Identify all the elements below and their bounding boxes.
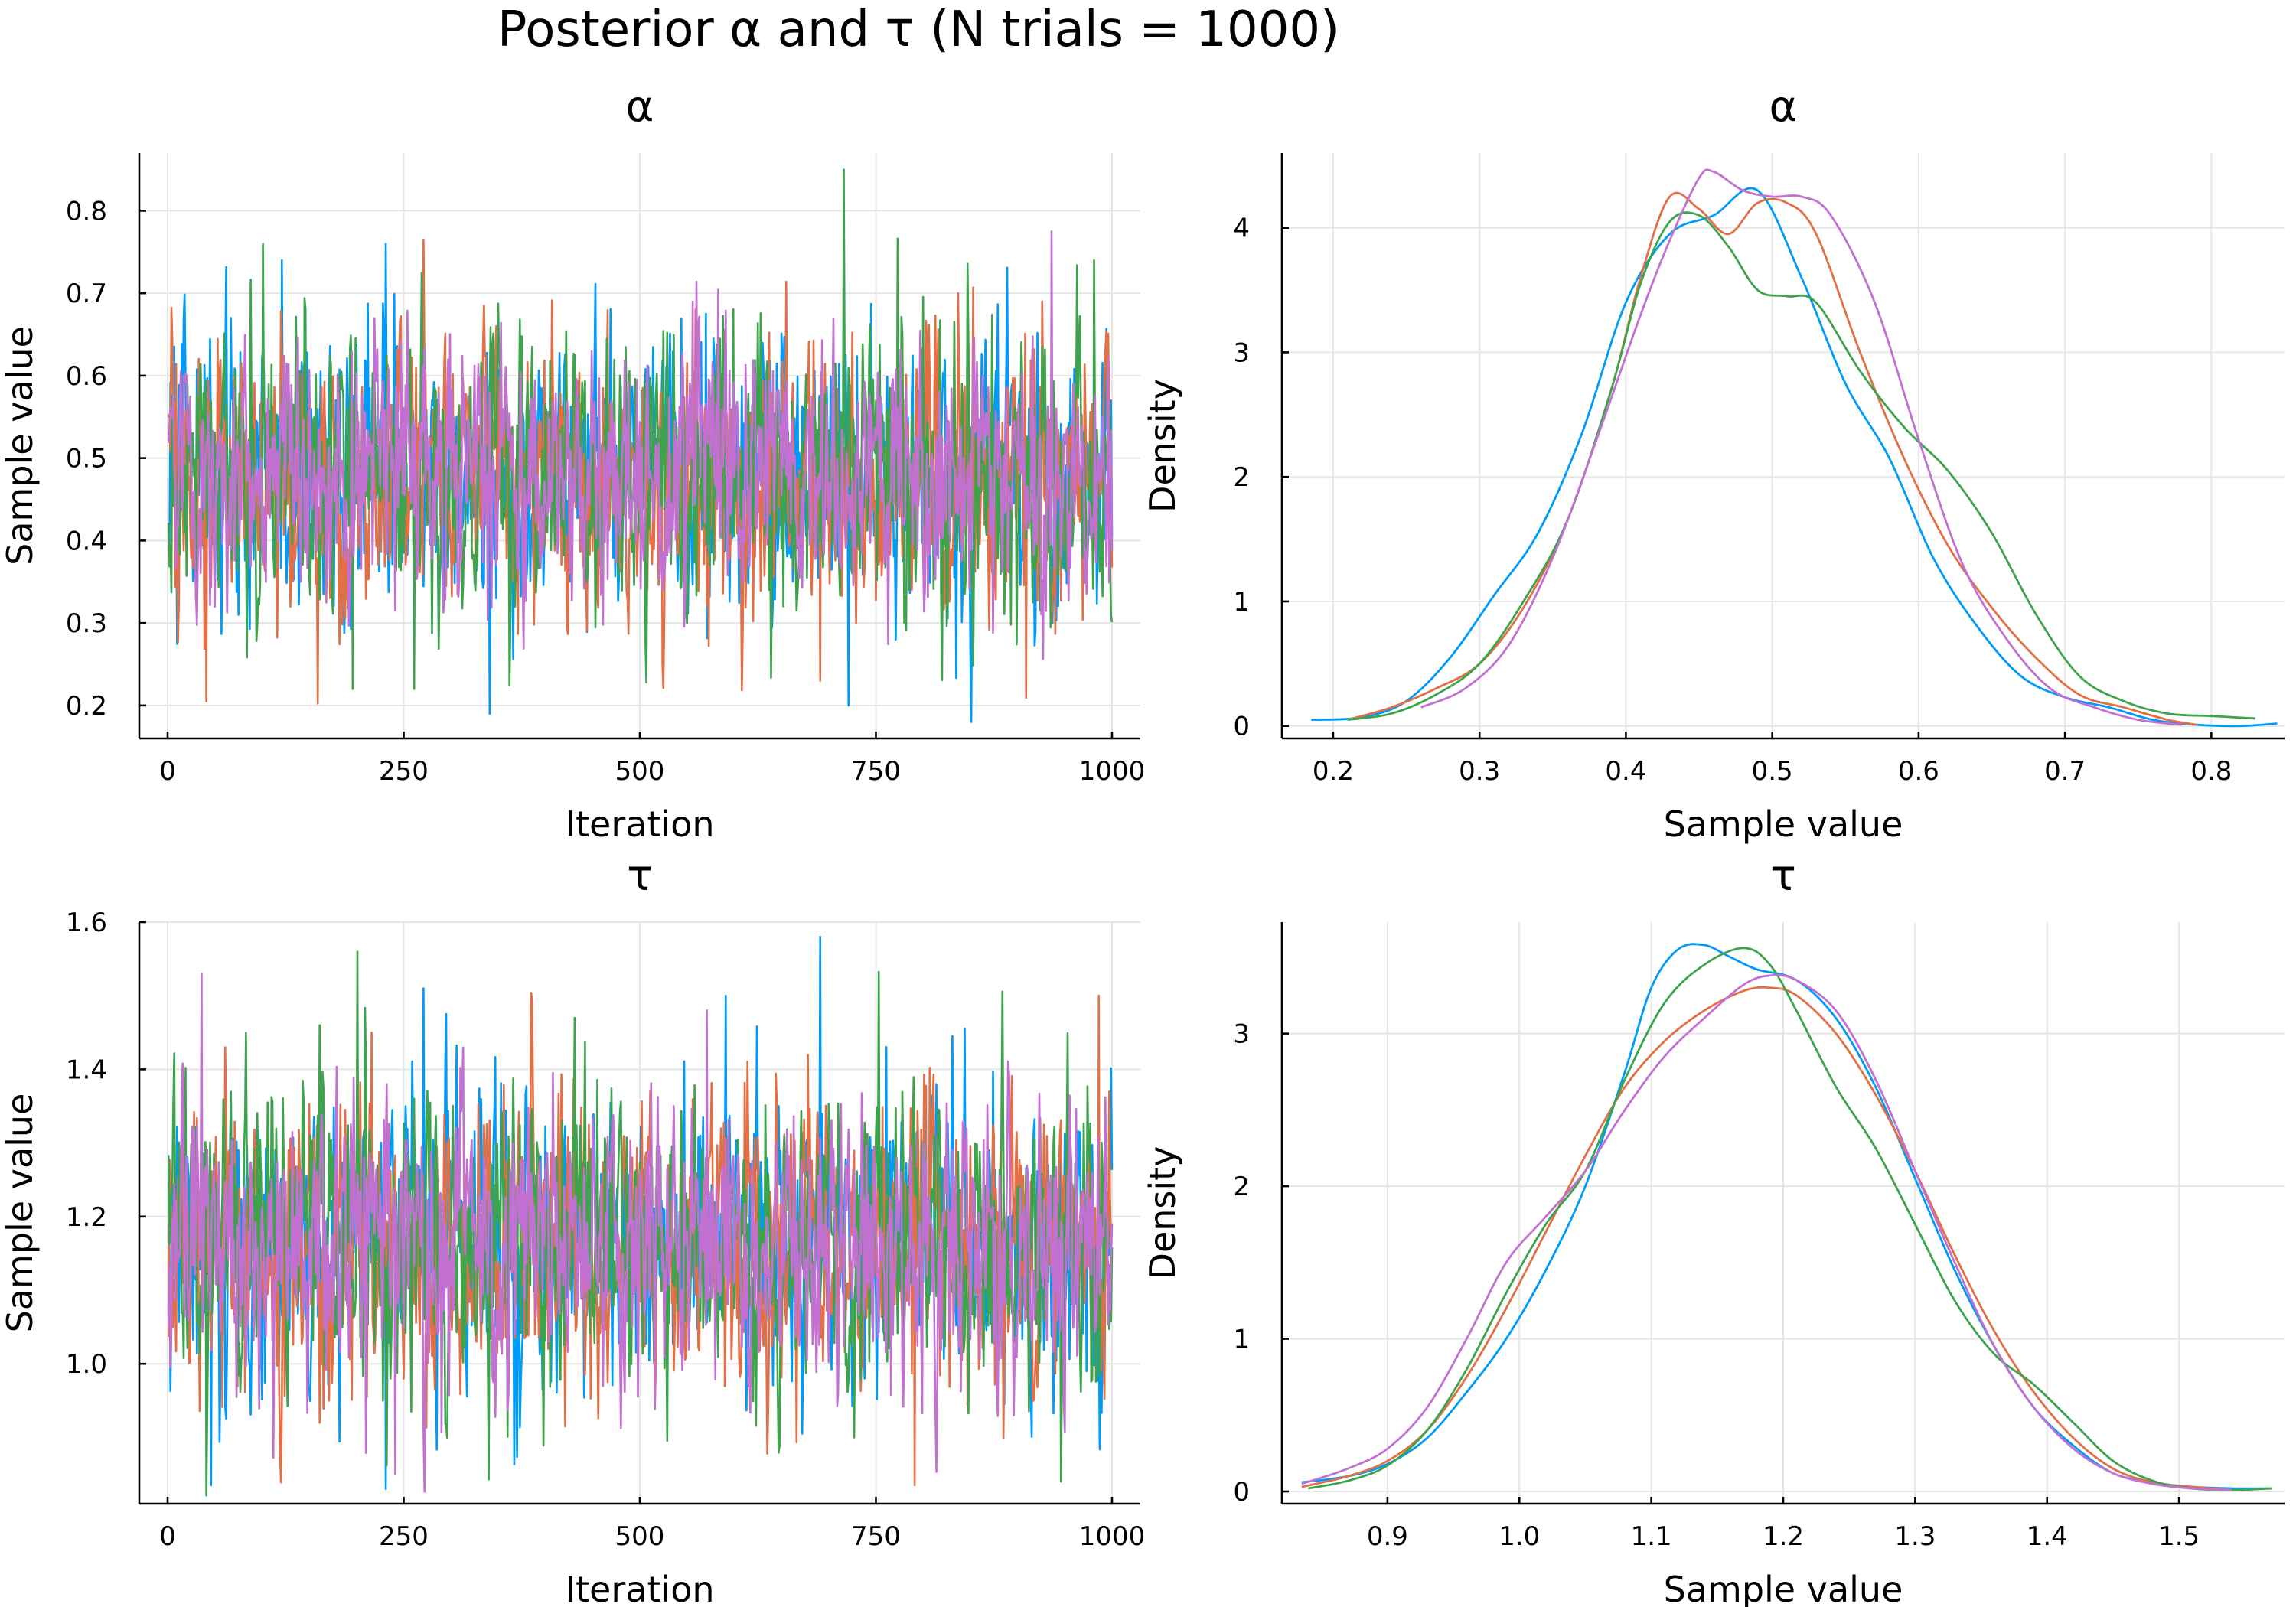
alpha-trace-title: α <box>626 82 654 132</box>
y-tick-label: 0.4 <box>66 526 107 556</box>
alpha-trace-series <box>168 168 1114 723</box>
y-tick-label: 0.8 <box>66 196 107 227</box>
tau-trace-series <box>168 935 1114 1497</box>
x-tick-label: 0.8 <box>2190 756 2232 787</box>
alpha-trace-panel: 0 250 500 750 1000 0.2 0.3 0.4 0.5 0.6 0.7 0.8 α Iter… <box>0 82 1145 845</box>
x-tick-label: 1.5 <box>2158 1521 2200 1552</box>
x-tick-label: 1000 <box>1079 1521 1146 1552</box>
chain-1-line <box>1301 943 2272 1490</box>
x-tick-label: 1.1 <box>1631 1521 1672 1552</box>
x-tick-label: 0.3 <box>1459 756 1500 787</box>
y-tick-label: 1.4 <box>66 1054 107 1085</box>
tau-trace-ylabel: Sample value <box>0 1094 41 1333</box>
y-tick-label: 2 <box>1233 462 1250 493</box>
x-tick-label: 0.2 <box>1313 756 1354 787</box>
alpha-density-panel: 0.2 0.3 0.4 0.5 0.6 0.7 0.8 0 1 2 3 4 α Sample value D… <box>1142 82 2285 845</box>
x-tick-label: 1.3 <box>1894 1521 1936 1552</box>
chain-3-line <box>1347 211 2255 721</box>
y-tick-label: 0.6 <box>66 361 107 392</box>
alpha-density-title: α <box>1769 82 1798 132</box>
y-tick-label: 1 <box>1233 587 1250 618</box>
x-tick-label: 0.9 <box>1367 1521 1408 1552</box>
x-tick-label: 750 <box>851 1521 901 1552</box>
x-tick-label: 0 <box>159 1521 176 1552</box>
tau-trace-title: τ <box>627 851 653 901</box>
chain-2-line <box>1301 986 2232 1491</box>
y-tick-label: 1.0 <box>66 1349 107 1380</box>
y-tick-label: 0 <box>1233 1477 1250 1508</box>
tau-density-panel: 0.9 1.0 1.1 1.2 1.3 1.4 1.5 0 1 2 3 τ Sample value De… <box>1142 851 2285 1607</box>
tau-density-series <box>1301 943 2272 1491</box>
chain-4-line <box>168 973 1114 1493</box>
x-tick-label: 1.0 <box>1499 1521 1540 1552</box>
x-tick-label: 250 <box>379 1521 429 1552</box>
tau-density-ylabel: Density <box>1142 1146 1183 1280</box>
x-tick-label: 0 <box>159 756 176 787</box>
x-tick-label: 250 <box>379 756 429 787</box>
y-tick-label: 2 <box>1233 1172 1250 1202</box>
chain-1-line <box>1311 187 2278 728</box>
x-tick-label: 500 <box>615 756 665 787</box>
y-tick-label: 0 <box>1233 712 1250 742</box>
y-tick-label: 0.3 <box>66 608 107 639</box>
y-tick-label: 0.2 <box>66 691 107 722</box>
chain-3-line <box>1308 947 2272 1491</box>
x-tick-label: 1.4 <box>2027 1521 2068 1552</box>
y-tick-label: 0.7 <box>66 279 107 309</box>
figure-title: Posterior α and τ (N trials = 1000) <box>497 2 1339 58</box>
alpha-trace-ylabel: Sample value <box>0 326 41 566</box>
x-tick-label: 0.7 <box>2044 756 2086 787</box>
x-tick-label: 500 <box>615 1521 665 1552</box>
chain-4-line <box>1420 168 2183 726</box>
x-tick-label: 0.6 <box>1898 756 1939 787</box>
x-tick-label: 0.4 <box>1605 756 1646 787</box>
y-tick-label: 1 <box>1233 1325 1250 1355</box>
chain-4-line <box>168 230 1114 660</box>
panels: 0 250 500 750 10000.20.30.40.50.60.70.8αIter… <box>0 82 2285 1607</box>
x-tick-label: 750 <box>851 756 901 787</box>
alpha-density-xlabel: Sample value <box>1664 804 1903 845</box>
alpha-density-ylabel: Density <box>1142 379 1183 513</box>
y-tick-label: 1.6 <box>66 908 107 938</box>
x-tick-label: 0.5 <box>1752 756 1793 787</box>
alpha-trace-xlabel: Iteration <box>565 804 714 845</box>
y-tick-label: 1.2 <box>66 1202 107 1233</box>
chain-4-line <box>1301 973 2232 1491</box>
x-tick-label: 1.2 <box>1763 1521 1804 1552</box>
tau-density-title: τ <box>1770 851 1796 901</box>
tau-density-xlabel: Sample value <box>1664 1569 1903 1607</box>
x-tick-label: 1000 <box>1079 756 1146 787</box>
y-tick-label: 3 <box>1233 337 1250 368</box>
tau-trace-xlabel: Iteration <box>565 1569 714 1607</box>
y-tick-label: 4 <box>1233 214 1250 244</box>
tau-trace-panel: 0 250 500 750 1000 1.0 1.2 1.4 1.6 τ Iteration Samp… <box>0 851 1145 1607</box>
y-tick-label: 3 <box>1233 1019 1250 1050</box>
chain-2-line <box>1347 191 2197 726</box>
alpha-density-series <box>1311 168 2278 728</box>
y-tick-label: 0.5 <box>66 444 107 474</box>
